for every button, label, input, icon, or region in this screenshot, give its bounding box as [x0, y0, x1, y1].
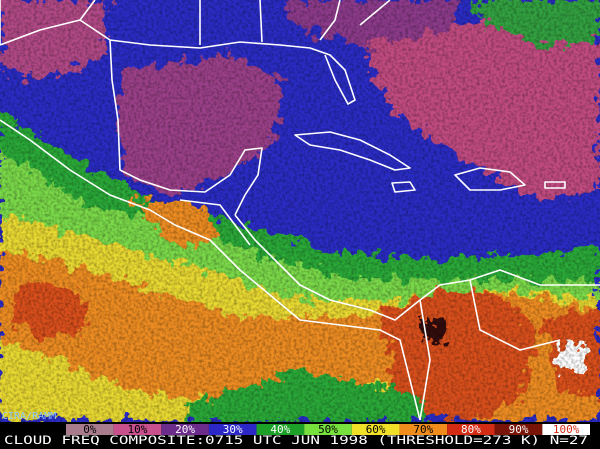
cloud-field	[0, 0, 600, 422]
legend-swatch	[494, 424, 543, 435]
legend-label: 20%	[175, 423, 195, 436]
legend-swatch	[256, 424, 305, 435]
credit: CIRA/RAMM	[2, 411, 56, 422]
legend-swatch	[399, 424, 448, 435]
legend-swatch	[447, 424, 495, 435]
legend-swatch	[351, 424, 400, 435]
legend-label: 50%	[318, 423, 338, 436]
legend-swatch	[66, 424, 114, 435]
legend-swatch	[208, 424, 257, 435]
legend-label: 70%	[413, 423, 433, 436]
legend-label: 80%	[461, 423, 481, 436]
coastlines	[0, 0, 600, 421]
legend-label: 90%	[509, 423, 529, 436]
legend-swatch	[113, 424, 162, 435]
legend-swatch	[304, 424, 352, 435]
legend-label: 10%	[128, 423, 148, 436]
legend-label: 0%	[83, 423, 97, 436]
legend-swatch	[542, 424, 590, 435]
legend-label: 60%	[366, 423, 386, 436]
legend-label: 40%	[270, 423, 290, 436]
legend-swatch	[161, 424, 209, 435]
legend-label: 30%	[223, 423, 243, 436]
caption: CLOUD FREQ COMPOSITE:0715 UTC JUN 1998 (…	[4, 433, 588, 447]
legend: 0% 10% 20% 30% 40% 50% 60% 70% 80% 90% 100%	[66, 423, 590, 436]
legend-label: 100%	[553, 423, 580, 436]
